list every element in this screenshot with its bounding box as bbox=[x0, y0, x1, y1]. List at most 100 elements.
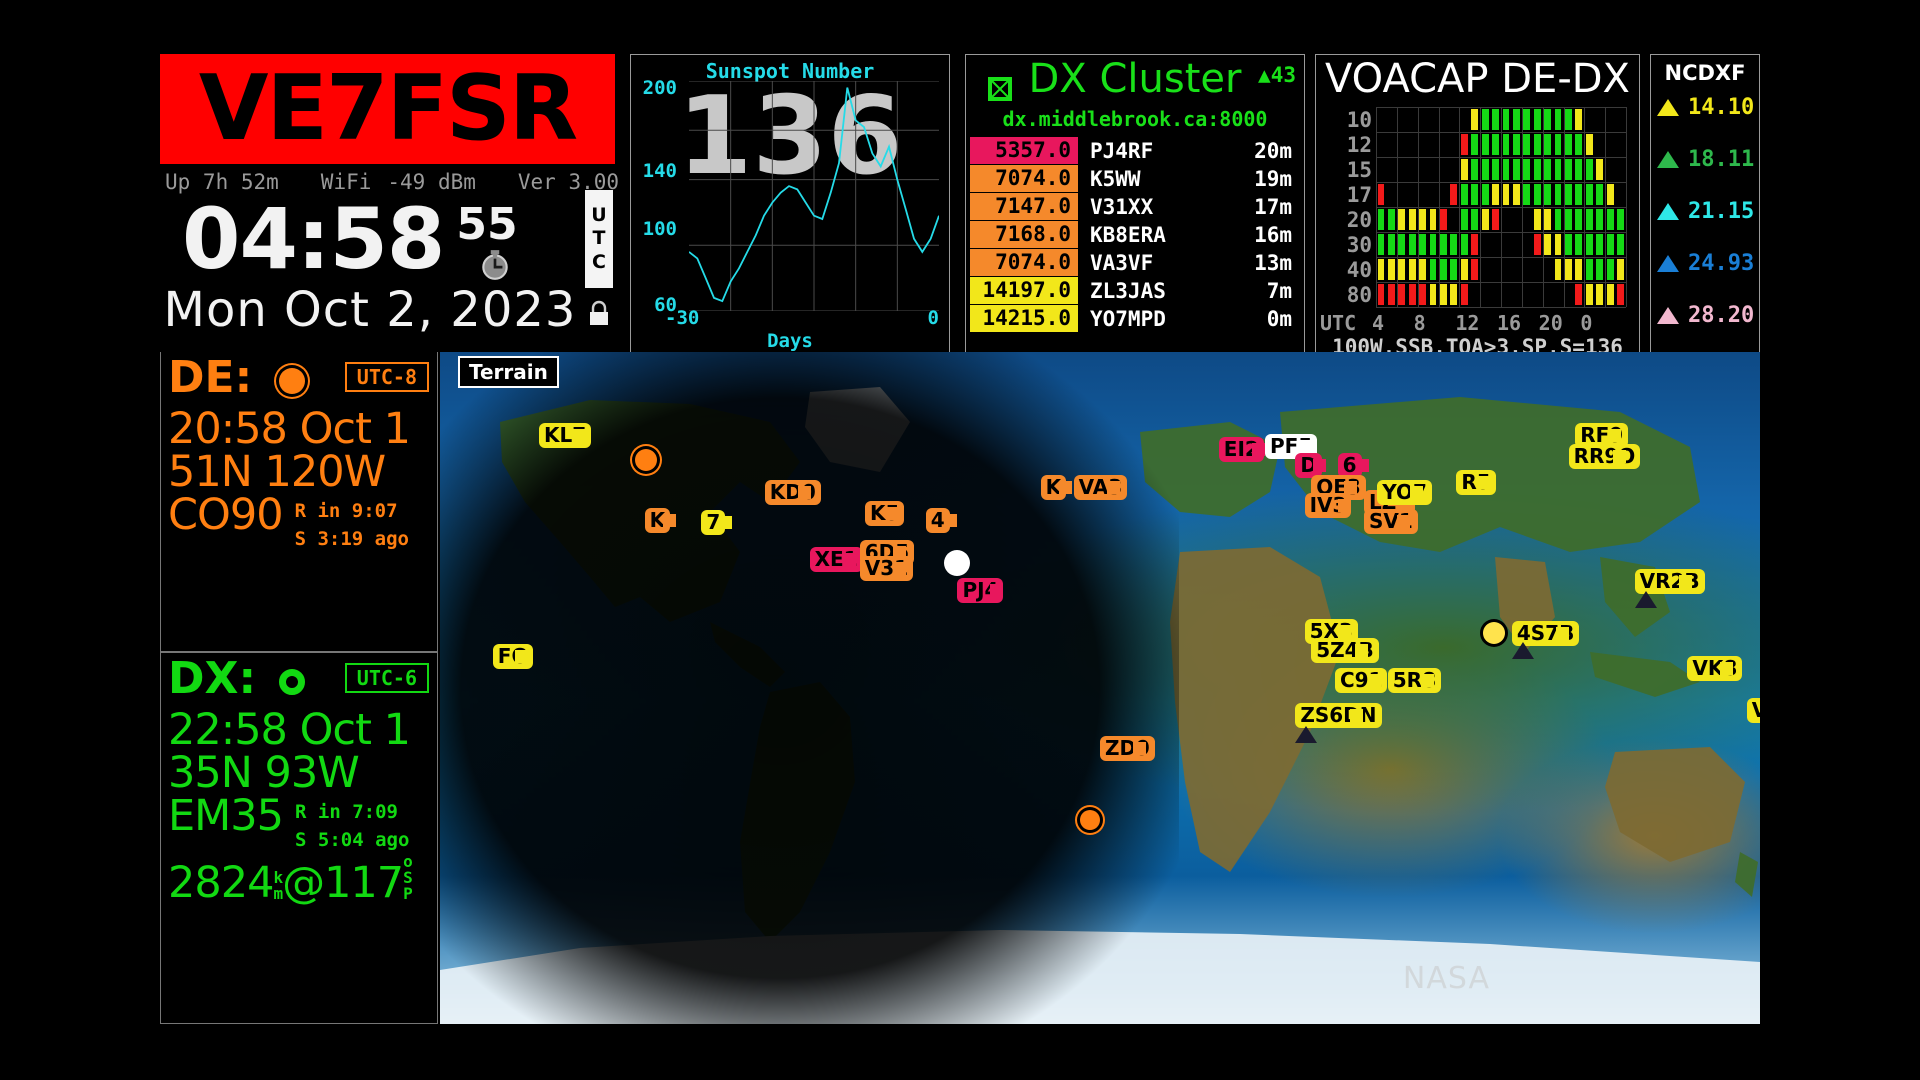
map-station-square[interactable] bbox=[892, 561, 906, 575]
dx-cluster-row[interactable]: 14215.0 YO7MPD 0m bbox=[966, 305, 1304, 332]
map-callsign-tag[interactable]: D bbox=[1295, 452, 1322, 478]
dx-spot-frequency[interactable]: 7074.0 bbox=[970, 249, 1078, 276]
dx-spot-callsign[interactable]: VA3VF bbox=[1090, 250, 1154, 275]
map-station-square[interactable] bbox=[719, 515, 733, 529]
map-station-square[interactable] bbox=[1313, 458, 1327, 472]
map-station-square[interactable] bbox=[1367, 673, 1381, 687]
callsign-banner[interactable]: VE7FSR bbox=[160, 54, 615, 164]
ncdxf-beacon-row[interactable]: 28.20 bbox=[1657, 303, 1754, 328]
world-map[interactable]: Terrain NASA KL7 KD0 K 7 K5 4 K VA3 XE1 6D5 V31 PJ4… bbox=[440, 352, 1760, 1024]
de-moon-phase-icon[interactable] bbox=[279, 368, 305, 394]
dx-distance-bearing[interactable]: 2824 k m @ 117 o S P bbox=[168, 854, 437, 909]
de-timezone-badge[interactable]: UTC-8 bbox=[344, 362, 429, 392]
dx-spot-frequency[interactable]: 5357.0 bbox=[970, 137, 1078, 164]
dx-cluster-row[interactable]: 7147.0 V31XX 17m bbox=[966, 193, 1304, 220]
dx-cluster-row[interactable]: 7168.0 KB8ERA 16m bbox=[966, 221, 1304, 248]
ncdxf-panel[interactable]: NCDXF 14.10 18.11 21.15 24.93 28.20 bbox=[1650, 54, 1760, 356]
de-latlon[interactable]: 51N 120W bbox=[168, 447, 386, 497]
dx-marker[interactable] bbox=[1080, 810, 1101, 831]
map-station-square[interactable] bbox=[1612, 450, 1626, 464]
map-station-square[interactable] bbox=[1410, 485, 1424, 499]
timezone-badge[interactable]: U T C bbox=[585, 190, 613, 288]
map-callsign-tag[interactable]: YO7 bbox=[1377, 479, 1432, 505]
dx-spot-frequency[interactable]: 7168.0 bbox=[970, 221, 1078, 248]
dx-spot-callsign[interactable]: PJ4RF bbox=[1090, 138, 1154, 163]
ncdxf-beacon-row[interactable]: 24.93 bbox=[1657, 251, 1754, 276]
dx-spot-frequency[interactable]: 7074.0 bbox=[970, 165, 1078, 192]
map-style-button[interactable]: Terrain bbox=[458, 356, 559, 388]
stopwatch-icon[interactable] bbox=[478, 248, 512, 282]
map-station-square[interactable] bbox=[1420, 673, 1434, 687]
ncdxf-beacon-row[interactable]: 18.11 bbox=[1657, 147, 1754, 172]
sunspot-panel[interactable]: Sunspot Number 136 200 140 100 60 -30 0 … bbox=[630, 54, 950, 356]
wifi-label[interactable]: WiFi bbox=[320, 170, 372, 194]
dx-moon-phase-icon[interactable] bbox=[279, 669, 305, 695]
map-station-square[interactable] bbox=[1720, 662, 1734, 676]
dx-grid-square[interactable]: EM35 bbox=[168, 791, 284, 841]
map-station-square[interactable] bbox=[990, 584, 1004, 598]
dx-panel[interactable]: DX: UTC-6 22:58 Oct 1 35N 93W EM35 R in … bbox=[160, 652, 438, 1024]
map-callsign-tag[interactable]: KD0 bbox=[764, 479, 821, 505]
map-station-square[interactable] bbox=[887, 507, 901, 521]
dx-cluster-row[interactable]: 5357.0 PJ4RF 20m bbox=[966, 137, 1304, 164]
map-station-square[interactable] bbox=[943, 513, 957, 527]
map-station-square[interactable] bbox=[797, 485, 811, 499]
dx-cluster-spot-list[interactable]: 5357.0 PJ4RF 20m 7074.0 K5WW 19m 7147.0 V31XX 17… bbox=[966, 137, 1304, 333]
ncdxf-beacon-row[interactable]: 21.15 bbox=[1657, 199, 1754, 224]
map-callsign-tag[interactable]: VK8 bbox=[1687, 656, 1743, 682]
map-station-square[interactable] bbox=[1555, 626, 1569, 640]
dx-spot-callsign[interactable]: V31XX bbox=[1090, 194, 1154, 219]
map-station-square[interactable] bbox=[1608, 428, 1622, 442]
dx-cluster-panel[interactable]: DX Cluster ▲43 dx.middlebrook.ca:8000 53… bbox=[965, 54, 1305, 356]
dx-spot-frequency[interactable]: 14215.0 bbox=[970, 305, 1078, 332]
map-callsign-tag[interactable]: 4 bbox=[925, 507, 950, 533]
de-grid-square[interactable]: CO90 bbox=[168, 490, 284, 540]
dx-spot-callsign[interactable]: ZL3JAS bbox=[1090, 278, 1166, 303]
map-station-square[interactable] bbox=[1355, 458, 1369, 472]
clock[interactable]: 04:58 55 bbox=[160, 190, 580, 281]
map-station-square[interactable] bbox=[1350, 709, 1364, 723]
dx-latlon[interactable]: 35N 93W bbox=[168, 748, 360, 798]
dx-spot-frequency[interactable]: 14197.0 bbox=[970, 277, 1078, 304]
map-callsign-tag[interactable]: 6 bbox=[1337, 452, 1362, 478]
map-station-square[interactable] bbox=[1251, 442, 1265, 456]
map-station-square[interactable] bbox=[662, 513, 676, 527]
dx-spot-frequency[interactable]: 7147.0 bbox=[970, 193, 1078, 220]
map-callsign-tag[interactable]: K bbox=[644, 507, 671, 533]
map-callsign-tag[interactable]: 7 bbox=[701, 509, 726, 535]
map-station-square[interactable] bbox=[1344, 480, 1358, 494]
map-callsign-tag[interactable]: VK4 bbox=[1746, 698, 1760, 724]
map-station-square[interactable] bbox=[1355, 643, 1369, 657]
map-station-square[interactable] bbox=[514, 650, 528, 664]
map-station-square[interactable] bbox=[1478, 475, 1492, 489]
ncdxf-beacon-row[interactable]: 14.10 bbox=[1657, 95, 1754, 120]
de-marker[interactable] bbox=[635, 449, 658, 472]
map-station-square[interactable] bbox=[842, 552, 856, 566]
map-station-square[interactable] bbox=[1397, 514, 1410, 528]
dx-cluster-row[interactable]: 7074.0 VA3VF 13m bbox=[966, 249, 1304, 276]
lock-icon[interactable] bbox=[588, 300, 610, 326]
map-callsign-tag[interactable]: IV3 bbox=[1304, 493, 1352, 519]
dx-spot-callsign[interactable]: YO7MPD bbox=[1090, 306, 1166, 331]
map-station-square[interactable] bbox=[1678, 575, 1692, 589]
dx-timezone-badge[interactable]: UTC-6 bbox=[344, 663, 429, 693]
de-panel[interactable]: DE: UTC-8 20:58 Oct 1 51N 120W CO90 R in… bbox=[160, 352, 438, 652]
dx-cluster-row[interactable]: 14197.0 ZL3JAS 7m bbox=[966, 277, 1304, 304]
map-station-square[interactable] bbox=[1106, 480, 1120, 494]
close-box-icon[interactable] bbox=[988, 77, 1012, 101]
map-station-square[interactable] bbox=[1298, 439, 1311, 453]
voacap-panel[interactable]: VOACAP DE-DX 10 12 15 17 20 30 40 80 UTC 4 8 12 16 2… bbox=[1315, 54, 1640, 359]
dx-spot-callsign[interactable]: KB8ERA bbox=[1090, 222, 1166, 247]
map-station-square[interactable] bbox=[1133, 742, 1146, 756]
map-callsign-tag[interactable]: 5Z4B bbox=[1311, 637, 1379, 663]
dx-spot-callsign[interactable]: K5WW bbox=[1090, 166, 1141, 191]
map-callsign-tag[interactable]: RR9O bbox=[1568, 444, 1641, 470]
dx-cluster-host[interactable]: dx.middlebrook.ca:8000 bbox=[1002, 107, 1268, 131]
map-station-square[interactable] bbox=[1337, 625, 1351, 639]
sun-subsolar-marker[interactable] bbox=[944, 550, 971, 577]
map-station-square[interactable] bbox=[572, 428, 585, 442]
map-station-square[interactable] bbox=[1337, 499, 1351, 513]
map-callsign-tag[interactable]: ZD9 bbox=[1100, 736, 1156, 762]
map-station-square[interactable] bbox=[1058, 480, 1072, 494]
moon-sublunar-marker[interactable] bbox=[1482, 622, 1505, 645]
